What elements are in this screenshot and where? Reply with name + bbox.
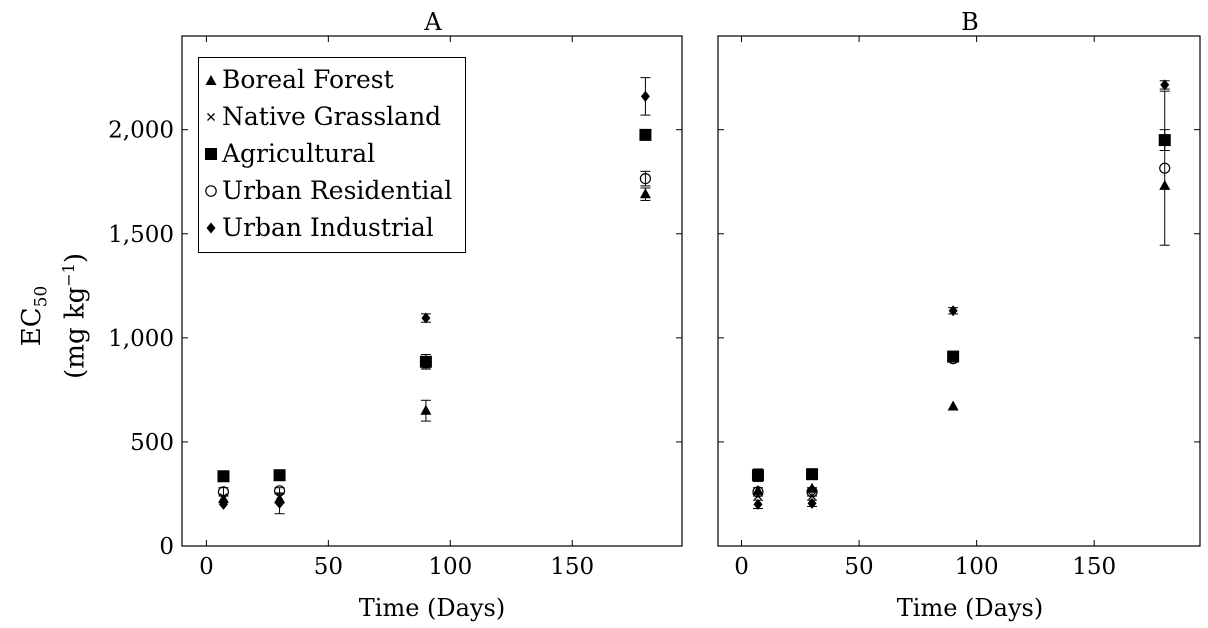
panel-a: 0 50 100 150 0 500 1,000 1,500 2,000 [108, 35, 683, 580]
x-tick-label: 150 [1072, 554, 1116, 580]
square-marker [273, 469, 286, 482]
square-marker-icon [205, 147, 217, 160]
square-marker [947, 350, 960, 363]
x-tick-label: 0 [734, 554, 749, 580]
triangle-marker-icon [205, 74, 217, 85]
y-tick-label: 2,000 [108, 118, 174, 144]
circle-marker [1159, 162, 1171, 174]
y-tick-label: 1,500 [108, 222, 174, 248]
diamond-marker [753, 498, 763, 510]
circle-marker [752, 486, 764, 498]
diamond-marker-icon [206, 222, 216, 233]
legend-item-urban-residential: Urban Residential [203, 172, 465, 209]
legend-label: Urban Industrial [222, 213, 434, 242]
series-urban-industrial [752, 79, 1170, 510]
legend: Boreal Forest Native Grassland Agricultu… [198, 57, 466, 253]
legend-item-native-grassland: Native Grassland [203, 98, 465, 135]
square-marker [639, 128, 652, 141]
panel-a-title: A [424, 8, 442, 36]
series-urban-residential [752, 90, 1171, 498]
square-marker [751, 469, 764, 482]
diamond-marker [640, 90, 650, 102]
diamond-marker [1160, 79, 1170, 91]
series-native-grassland [754, 136, 1169, 501]
square-marker [217, 470, 230, 483]
triangle-marker [420, 404, 432, 415]
x-tick-label: 150 [550, 554, 594, 580]
square-marker [806, 468, 819, 481]
legend-label: Boreal Forest [222, 65, 394, 94]
diamond-marker [948, 305, 958, 317]
diamond-marker [421, 312, 431, 324]
triangle-marker [947, 400, 959, 411]
y-tick-label: 0 [159, 534, 174, 560]
y-tick-label: 1,000 [108, 326, 174, 352]
legend-item-urban-industrial: Urban Industrial [203, 209, 465, 246]
circle-marker [947, 353, 959, 365]
panel-b-x-axis-label: Time (Days) [896, 594, 1044, 622]
y-tick-label: 500 [130, 430, 174, 456]
diamond-marker [275, 497, 285, 509]
panel-a-x-axis-label: Time (Days) [358, 594, 506, 622]
legend-item-boreal-forest: Boreal Forest [203, 61, 465, 98]
legend-label: Agricultural [222, 139, 376, 168]
x-tick-label: 0 [199, 554, 214, 580]
y-axis-label: EC50 (mg kg−1) [17, 253, 91, 379]
circle-marker [217, 486, 230, 498]
x-tick-label: 100 [428, 554, 472, 580]
legend-label: Urban Residential [222, 176, 453, 205]
diamond-marker [807, 497, 817, 509]
legend-label: Native Grassland [222, 102, 442, 131]
series-boreal-forest [752, 179, 1171, 495]
x-tick-label: 50 [844, 554, 873, 580]
cross-marker-icon [207, 112, 215, 121]
x-tick-label: 100 [955, 554, 999, 580]
circle-marker [420, 357, 432, 369]
x-tick-label: 50 [314, 554, 343, 580]
panel-b: 0 50 100 150 [717, 35, 1201, 580]
legend-item-agricultural: Agricultural [203, 135, 465, 172]
series-agricultural [751, 129, 1171, 482]
circle-marker-icon [205, 184, 217, 197]
diamond-marker [218, 498, 228, 510]
plot-frame [181, 35, 683, 547]
series-urban-residential [217, 170, 652, 498]
panel-b-title: B [961, 8, 979, 36]
triangle-marker [639, 188, 651, 199]
circle-marker [806, 486, 818, 498]
plot-frame [717, 35, 1201, 547]
circle-marker [639, 172, 652, 185]
series-urban-industrial [218, 77, 651, 515]
